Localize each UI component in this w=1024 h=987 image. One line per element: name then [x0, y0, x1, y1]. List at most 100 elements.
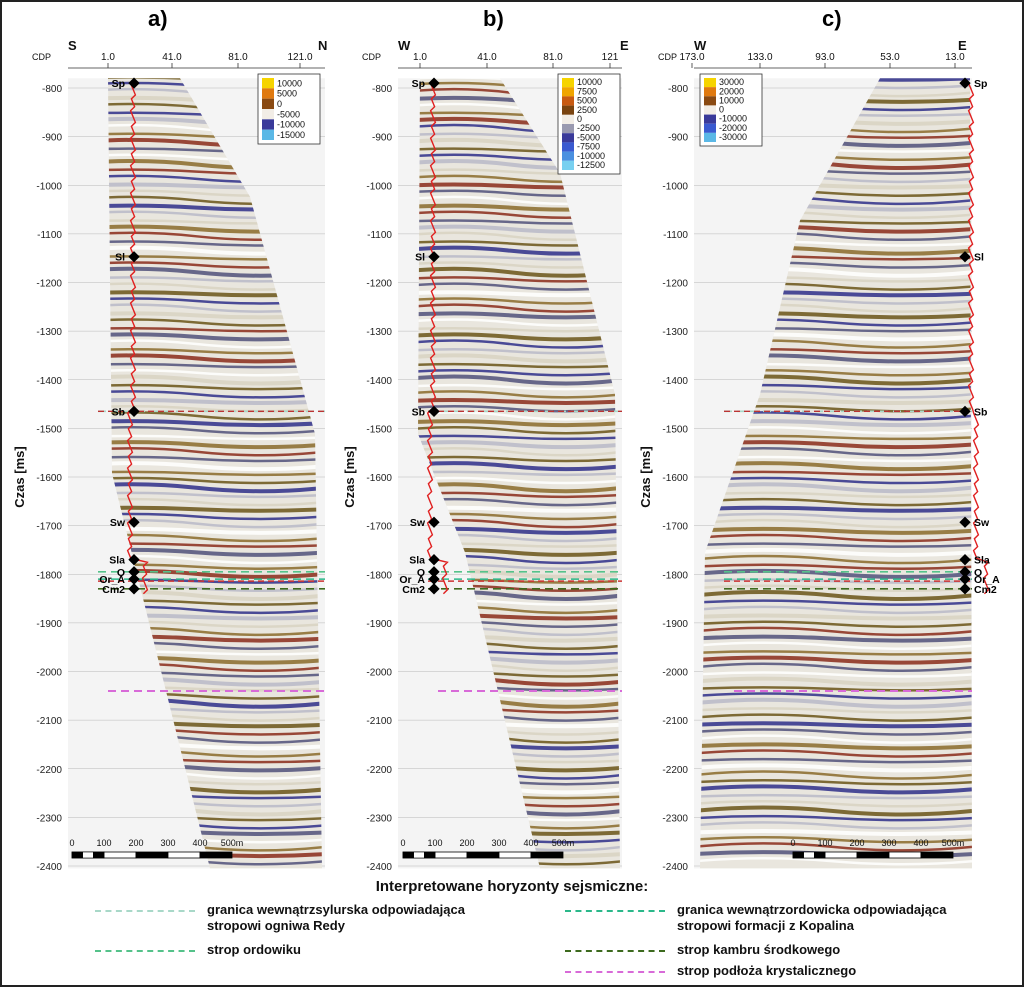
colorbar-swatch	[562, 142, 574, 152]
scale-bar-label: 500m	[942, 838, 965, 848]
colorbar-label: -2500	[577, 123, 600, 133]
seismic-reflector	[700, 734, 972, 744]
marker-label: O	[417, 567, 425, 579]
marker-label: Sw	[974, 517, 990, 529]
time-tick-label: -1800	[36, 570, 62, 581]
seismic-reflector	[700, 620, 972, 628]
colorbar-label: 10000	[277, 78, 302, 88]
colorbar-swatch	[262, 109, 274, 120]
cdp-label: CDP	[32, 52, 51, 62]
seismic-reflector	[700, 605, 972, 615]
seismic-reflector	[108, 411, 322, 421]
cdp-tick-label: 121	[602, 52, 619, 63]
marker-label: Or_A	[99, 574, 125, 586]
cdp-tick-label: 81.0	[543, 52, 563, 63]
time-tick-label: -1900	[662, 619, 688, 630]
legend-item-ordovician: strop ordowiku	[95, 942, 301, 958]
time-tick-label: -1500	[36, 424, 62, 435]
scale-bar-subsegment	[803, 851, 815, 859]
marker-diamond	[428, 251, 440, 263]
scale-bar-label: 0	[790, 838, 795, 848]
seismic-reflector	[108, 332, 322, 342]
seismic-reflector	[108, 470, 322, 477]
marker-label: Sp	[412, 78, 425, 90]
scale-bar-segment	[856, 851, 890, 859]
colorbar-label: 10000	[577, 77, 602, 87]
marker-label: Cm2	[102, 584, 125, 596]
seismic-reflector	[700, 757, 972, 764]
seismic-reflector	[700, 763, 972, 773]
marker-diamond	[959, 554, 971, 566]
scale-bar-label: 400	[192, 838, 207, 848]
seismic-reflector	[700, 518, 972, 529]
colorbar-swatch	[262, 78, 274, 89]
colorbar-swatch	[262, 119, 274, 130]
scale-bar-segment	[888, 851, 922, 859]
y-axis-label: Czas [ms]	[342, 446, 357, 507]
seismic-reflector	[700, 742, 972, 751]
scale-bar-subsegment	[413, 851, 425, 859]
seismic-reflector	[108, 554, 322, 565]
marker-diamond	[128, 405, 140, 418]
seismic-reflector	[700, 542, 972, 548]
time-tick-label: -1200	[366, 279, 392, 290]
seismic-reflector	[108, 434, 322, 441]
seismic-reflector	[108, 589, 322, 601]
seismic-reflector	[700, 568, 972, 579]
cdp-tick-label: 41.0	[477, 52, 497, 63]
colorbar-swatch	[562, 114, 574, 124]
seismic-reflector	[108, 369, 322, 377]
direction-left: W	[398, 38, 411, 53]
colorbar-label: -30000	[719, 132, 747, 142]
colorbar-swatch	[562, 124, 574, 134]
colorbar-swatch	[562, 105, 574, 115]
seismic-reflector	[418, 311, 620, 320]
colorbar-label: -10000	[277, 120, 305, 130]
seismic-reflector	[700, 671, 972, 678]
marker-diamond	[128, 566, 140, 578]
seismic-reflector	[700, 728, 972, 736]
seismic-reflector	[418, 374, 620, 386]
marker-label: Sl	[974, 252, 984, 264]
seismic-reflector	[108, 641, 322, 651]
cdp-tick-label: 173.0	[679, 52, 704, 63]
cdp-tick-label: 1.0	[413, 52, 427, 63]
seismic-reflector	[108, 547, 322, 557]
direction-right: N	[318, 38, 327, 53]
time-tick-label: -2400	[36, 862, 62, 873]
marker-label: Sp	[112, 78, 125, 90]
colorbar-label: 20000	[719, 86, 744, 96]
marker-label: Sl	[415, 252, 425, 264]
seismic-reflector	[700, 650, 972, 656]
legend-text-cambrian: strop kambru środkowego	[677, 942, 841, 957]
time-tick-label: -2400	[662, 862, 688, 873]
time-tick-label: -1800	[662, 570, 688, 581]
seismic-reflector	[108, 676, 322, 687]
cdp-label: CDP	[362, 52, 381, 62]
time-tick-label: -1600	[366, 473, 392, 484]
seismic-reflector	[418, 348, 620, 355]
seismic-reflector	[700, 805, 972, 817]
seismic-reflector	[700, 821, 972, 830]
seismic-reflector	[700, 482, 972, 494]
colorbar-swatch	[262, 98, 274, 109]
time-tick-label: -2100	[366, 716, 392, 727]
seismic-reflector	[700, 770, 972, 780]
time-tick-label: -1300	[662, 327, 688, 338]
legend-line-basement	[565, 971, 665, 973]
time-tick-label: -2400	[366, 862, 392, 873]
legend-title: Interpretowane horyzonty sejsmiczne:	[375, 878, 649, 895]
seismic-reflector	[700, 563, 972, 570]
cdp-tick-label: 13.0	[945, 52, 965, 63]
time-tick-label: -1900	[36, 619, 62, 630]
time-tick-label: -1700	[366, 522, 392, 533]
seismic-panels: -800 -900 -1000 -1100 -1200 -1300 -1400 -1500 -1…	[12, 38, 1000, 873]
seismic-reflector	[700, 749, 972, 758]
marker-label: Sb	[974, 406, 987, 418]
time-tick-label: -2000	[366, 668, 392, 679]
well-log-curve	[426, 82, 449, 595]
seismic-reflector	[108, 518, 322, 529]
marker-label: Sp	[974, 78, 987, 90]
colorbar-swatch	[704, 96, 716, 106]
